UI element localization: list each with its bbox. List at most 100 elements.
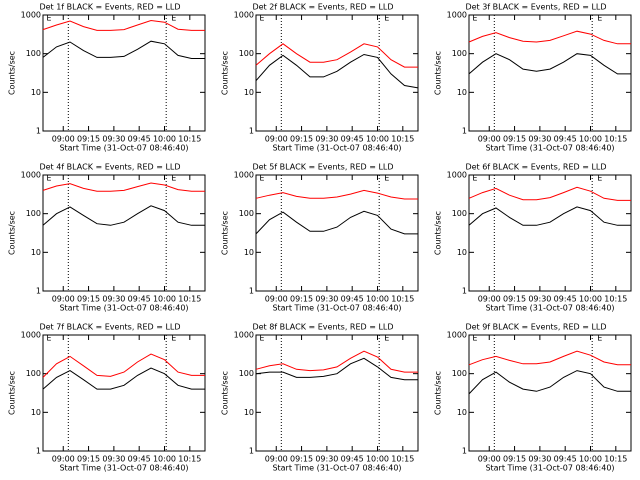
plot-frame (42, 174, 206, 292)
y-tick-label: 100 (452, 49, 467, 58)
y-tick-label: 1 (249, 287, 254, 296)
x-tick-label: 09:45 (128, 295, 151, 304)
y-tick-label: 1 (249, 127, 254, 136)
x-tick-label: 09:15 (77, 135, 100, 144)
annotation: E (171, 174, 176, 183)
panel-title: Det 6f BLACK = Events, RED = LLD (465, 163, 606, 172)
x-tick-label: 09:30 (528, 455, 551, 464)
x-tick-label: 09:00 (478, 295, 501, 304)
x-tick-label: 10:15 (604, 455, 627, 464)
x-tick-label: 10:00 (366, 455, 389, 464)
x-tick-label: 09:00 (265, 135, 288, 144)
x-axis-label: Start Time (31-Oct-07 08:46:40) (59, 464, 188, 473)
panel-title: Det 5f BLACK = Events, RED = LLD (252, 163, 393, 172)
x-tick-label: 09:15 (290, 295, 313, 304)
series-line (468, 350, 631, 366)
panel-title: Det 4f BLACK = Events, RED = LLD (39, 163, 180, 172)
series-line (468, 370, 631, 395)
x-tick-label: 10:00 (366, 295, 389, 304)
y-tick-label: 1000 (234, 331, 254, 340)
x-axis-label: Start Time (31-Oct-07 08:46:40) (59, 144, 188, 153)
y-tick-label: 100 (452, 209, 467, 218)
y-tick-label: 10 (31, 248, 41, 257)
y-tick-label: 1000 (21, 331, 41, 340)
y-axis-label: Counts/sec (221, 371, 230, 415)
x-tick-label: 09:00 (52, 135, 75, 144)
y-tick-label: 1 (249, 447, 254, 456)
x-tick-label: 10:15 (178, 295, 201, 304)
x-tick-label: 10:15 (391, 455, 414, 464)
x-tick-label: 10:00 (579, 455, 602, 464)
panel-title: Det 9f BLACK = Events, RED = LLD (465, 323, 606, 332)
y-tick-label: 1 (462, 127, 467, 136)
annotation: E (384, 14, 389, 23)
x-tick-label: 10:00 (579, 135, 602, 144)
series-line (468, 206, 631, 226)
series-line (255, 210, 418, 235)
series-line (42, 19, 205, 31)
series-line (42, 367, 205, 390)
x-tick-label: 09:30 (315, 135, 338, 144)
x-tick-label: 09:30 (102, 135, 125, 144)
annotation: E (259, 334, 264, 343)
annotation: E (597, 174, 602, 183)
annotation: E (472, 14, 477, 23)
plot-frame (468, 334, 632, 452)
y-tick-label: 1000 (447, 11, 467, 20)
panel-title: Det 3f BLACK = Events, RED = LLD (465, 3, 606, 12)
x-tick-label: 09:00 (478, 455, 501, 464)
x-tick-label: 09:00 (265, 455, 288, 464)
annotation: E (384, 334, 389, 343)
annotation: E (597, 14, 602, 23)
x-axis-label: Start Time (31-Oct-07 08:46:40) (272, 304, 401, 313)
plot-frame (468, 174, 632, 292)
x-tick-label: 10:15 (391, 295, 414, 304)
series-line (255, 357, 418, 381)
x-tick-label: 10:15 (178, 135, 201, 144)
x-axis-label: Start Time (31-Oct-07 08:46:40) (485, 464, 614, 473)
y-tick-label: 1000 (21, 11, 41, 20)
x-axis-label: Start Time (31-Oct-07 08:46:40) (272, 144, 401, 153)
y-axis-label: Counts/sec (221, 51, 230, 95)
series-line (42, 182, 205, 192)
series-line (42, 205, 205, 226)
x-tick-label: 10:15 (604, 295, 627, 304)
x-tick-label: 09:45 (341, 455, 364, 464)
plot-frame (255, 174, 419, 292)
x-tick-label: 09:30 (102, 295, 125, 304)
x-tick-label: 09:00 (265, 295, 288, 304)
y-tick-label: 1000 (234, 11, 254, 20)
y-tick-label: 100 (239, 49, 254, 58)
series-line (255, 350, 418, 373)
x-tick-label: 09:30 (528, 295, 551, 304)
x-tick-label: 09:15 (77, 295, 100, 304)
y-tick-label: 1 (36, 447, 41, 456)
plot-frame (42, 14, 206, 132)
x-tick-label: 09:15 (503, 295, 526, 304)
x-tick-label: 10:15 (604, 135, 627, 144)
panel-title: Det 2f BLACK = Events, RED = LLD (252, 3, 393, 12)
annotation: E (46, 334, 51, 343)
y-axis-label: Counts/sec (8, 371, 17, 415)
x-tick-label: 09:45 (554, 135, 577, 144)
y-tick-label: 1 (36, 127, 41, 136)
y-tick-label: 10 (244, 248, 254, 257)
annotation: E (384, 174, 389, 183)
x-tick-label: 09:45 (554, 455, 577, 464)
x-tick-label: 09:15 (503, 135, 526, 144)
y-tick-label: 10 (457, 248, 467, 257)
x-tick-label: 10:00 (579, 295, 602, 304)
plot-frame (255, 14, 419, 132)
annotation: E (259, 174, 264, 183)
x-tick-label: 09:45 (341, 135, 364, 144)
annotation: E (472, 334, 477, 343)
annotation: E (472, 174, 477, 183)
x-tick-label: 09:45 (128, 455, 151, 464)
series-line (42, 40, 205, 59)
y-axis-label: Counts/sec (434, 211, 443, 255)
x-axis-label: Start Time (31-Oct-07 08:46:40) (485, 144, 614, 153)
y-tick-label: 100 (452, 369, 467, 378)
x-tick-label: 09:45 (128, 135, 151, 144)
